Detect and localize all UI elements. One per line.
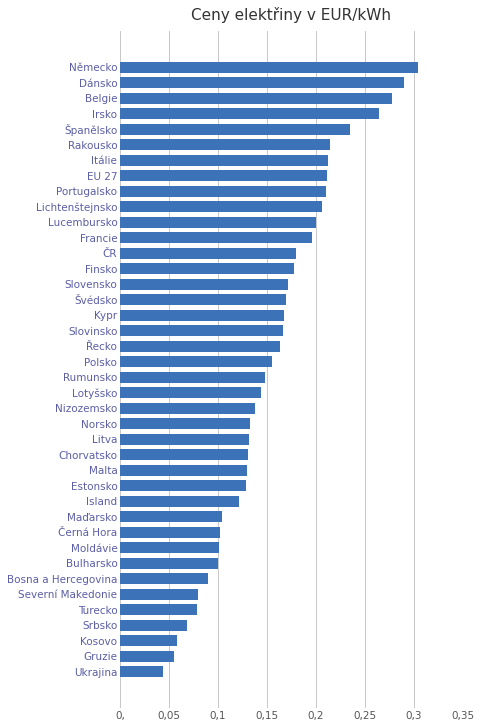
Bar <box>120 248 296 259</box>
Bar <box>120 620 186 631</box>
Bar <box>120 341 279 352</box>
Bar <box>120 279 288 290</box>
Bar <box>120 93 391 104</box>
Bar <box>120 325 283 336</box>
Bar <box>120 217 315 228</box>
Bar <box>120 542 218 553</box>
Bar <box>120 651 174 662</box>
Bar <box>120 604 197 615</box>
Bar <box>120 589 198 600</box>
Bar <box>120 77 403 89</box>
Bar <box>120 186 325 197</box>
Bar <box>120 558 217 569</box>
Bar <box>120 480 246 491</box>
Bar <box>120 387 261 398</box>
Bar <box>120 294 286 306</box>
Bar <box>120 465 247 476</box>
Bar <box>120 419 250 430</box>
Bar <box>120 202 321 213</box>
Bar <box>120 527 219 538</box>
Bar <box>120 511 221 523</box>
Bar <box>120 155 328 166</box>
Bar <box>120 372 264 383</box>
Bar <box>120 310 284 321</box>
Bar <box>120 666 163 678</box>
Bar <box>120 62 418 73</box>
Bar <box>120 449 248 461</box>
Bar <box>120 403 254 414</box>
Bar <box>120 108 379 119</box>
Bar <box>120 139 330 151</box>
Bar <box>120 264 294 274</box>
Bar <box>120 356 271 368</box>
Title: Ceny elektřiny v EUR/kWh: Ceny elektřiny v EUR/kWh <box>191 7 391 23</box>
Bar <box>120 124 349 135</box>
Bar <box>120 496 239 507</box>
Bar <box>120 574 208 585</box>
Bar <box>120 170 326 181</box>
Bar <box>120 232 311 243</box>
Bar <box>120 636 177 646</box>
Bar <box>120 434 249 445</box>
